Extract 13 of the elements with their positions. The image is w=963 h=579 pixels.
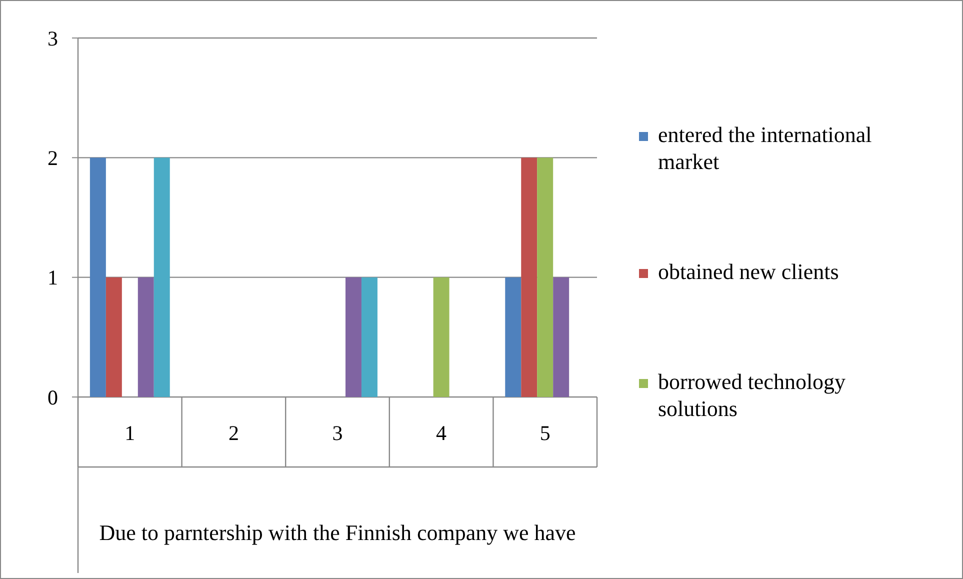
- x-axis-title: Due to parntership with the Finnish company we have: [99, 520, 576, 545]
- x-tick-label: 2: [228, 421, 239, 445]
- legend-label: entered the international market: [658, 122, 872, 174]
- y-tick-label: 3: [48, 26, 58, 50]
- y-tick-label: 0: [48, 385, 58, 410]
- x-tick-label: 3: [332, 421, 343, 445]
- x-tick-label: 5: [540, 421, 550, 445]
- y-tick-label: 1: [48, 266, 58, 290]
- legend-label: obtained new clients: [658, 259, 839, 284]
- legend-label: borrowed technology solutions: [658, 369, 846, 421]
- x-tick-label: 4: [436, 421, 448, 445]
- y-tick-label: 2: [48, 146, 58, 170]
- x-tick-label: 1: [124, 421, 136, 445]
